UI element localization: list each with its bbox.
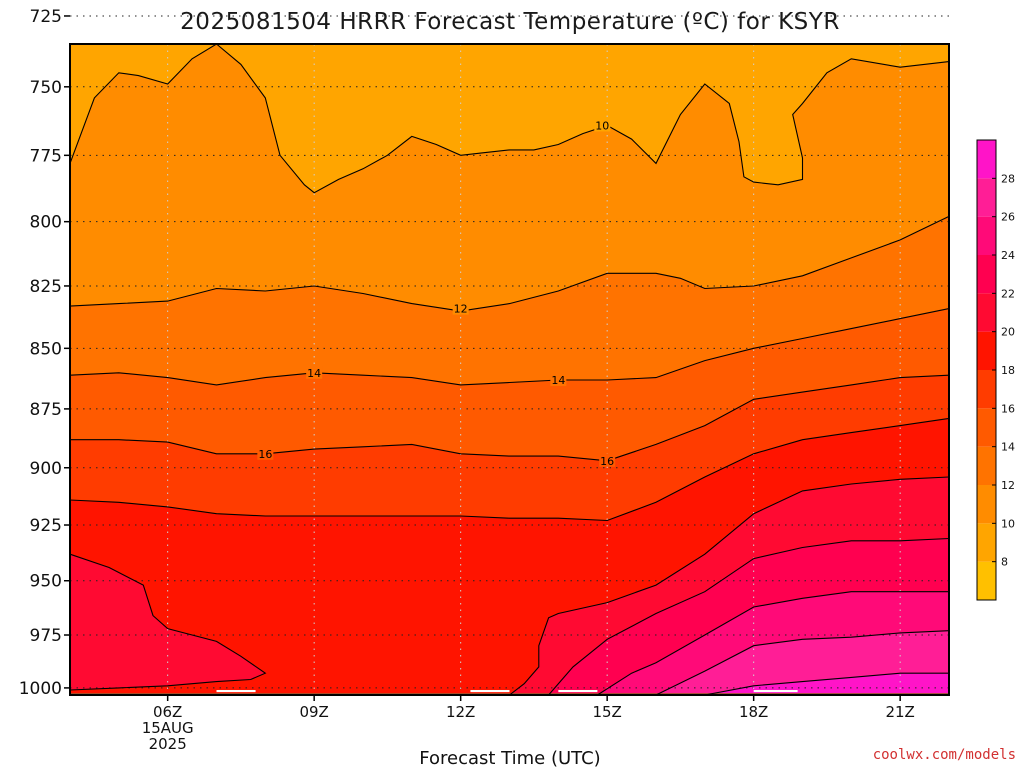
colorbar-tick-label: 12	[1001, 479, 1015, 492]
colorbar-band	[977, 485, 996, 524]
contour-label-bg	[550, 373, 567, 387]
colorbar: 8 10 12 14 16 18 20 22 24 26 28	[976, 139, 1015, 601]
colorbar-band	[977, 178, 996, 217]
contour-line-24	[597, 591, 949, 696]
band-fill-26	[70, 630, 949, 695]
contour-line-16	[70, 374, 950, 462]
contour-line-18	[69, 417, 950, 522]
colorbar-tick-label: 24	[1001, 249, 1015, 262]
y-tick-label: 875	[30, 400, 62, 420]
credit-text: coolwx.com/models	[873, 747, 1016, 763]
y-tick-label: 900	[30, 459, 62, 479]
x-tick-label: 15Z	[592, 703, 621, 721]
band-fill-28	[70, 673, 949, 695]
y-tick-label: 1000	[19, 679, 62, 699]
contour-line-22	[548, 537, 950, 696]
contour-line-14	[69, 308, 950, 386]
colorbar-tick-label: 22	[1001, 287, 1015, 300]
colorbar-band	[977, 370, 996, 409]
contour-line-28	[704, 672, 949, 696]
y-tick-label: 725	[30, 7, 62, 27]
colorbar-band	[977, 255, 996, 294]
contour-line-12	[69, 215, 950, 312]
colorbar-tick-label: 16	[1001, 402, 1015, 415]
contour-line-26	[655, 630, 950, 696]
colorbar-tick-label: 18	[1001, 364, 1015, 377]
y-tick-label: 750	[30, 78, 62, 98]
x-tick-label: 2025	[149, 735, 187, 753]
filled-bands	[70, 44, 949, 695]
colorbar-tick-label: 10	[1001, 517, 1015, 530]
y-tick-label: 925	[30, 516, 62, 536]
contour-label-bg	[306, 365, 323, 379]
contour-lines: 10 12 14 14 16 16	[69, 43, 950, 696]
colorbar-tick-label: 8	[1001, 556, 1008, 569]
x-tick-label: 21Z	[885, 703, 914, 721]
colorbar-band	[977, 216, 996, 255]
x-axis-label: Forecast Time (UTC)	[419, 748, 600, 768]
contour-label: 10	[595, 119, 609, 132]
colorbar-tick-label: 26	[1001, 211, 1015, 224]
contour-label: 12	[454, 303, 468, 316]
y-tick-label: 950	[30, 572, 62, 592]
plot-frame	[69, 43, 950, 696]
y-tick-label: 850	[30, 339, 62, 359]
axes: 725 750 775 800 825 850 875 900 925 950 975 1000 06Z…	[19, 7, 950, 753]
contour-label: 16	[258, 448, 272, 461]
x-tick-label: 15AUG	[142, 719, 194, 737]
colorbar-tick-label: 14	[1001, 441, 1015, 454]
colorbar-tick-label: 20	[1001, 326, 1015, 339]
contour-label: 16	[600, 455, 614, 468]
colorbar-band	[977, 561, 996, 600]
colorbar-band	[977, 331, 996, 370]
colorbar-band	[977, 408, 996, 447]
plot-area	[70, 44, 949, 695]
x-tick-label: 18Z	[739, 703, 768, 721]
contour-label: 14	[307, 367, 321, 380]
colorbar-tick-label: 28	[1001, 172, 1015, 185]
contour-line-10	[69, 43, 950, 194]
contour-label-bg	[594, 118, 611, 132]
colorbar-band	[977, 140, 996, 179]
x-tick-label: 12Z	[446, 703, 475, 721]
y-tick-label: 975	[30, 626, 62, 646]
y-tick-label: 825	[30, 277, 62, 297]
y-tick-label: 800	[30, 213, 62, 233]
contour-label-bg	[599, 453, 616, 467]
contour-label-bg	[452, 301, 469, 315]
colorbar-band	[977, 293, 996, 332]
x-tick-label: 09Z	[299, 703, 328, 721]
x-tick-label: 06Z	[153, 703, 182, 721]
contour-label-bg	[257, 446, 274, 460]
y-tick-label: 775	[30, 146, 62, 166]
colorbar-band	[977, 446, 996, 485]
contour-label: 14	[551, 374, 565, 387]
colorbar-band	[977, 523, 996, 562]
chart-title: 2025081504 HRRR Forecast Temperature (ºC…	[180, 9, 840, 35]
